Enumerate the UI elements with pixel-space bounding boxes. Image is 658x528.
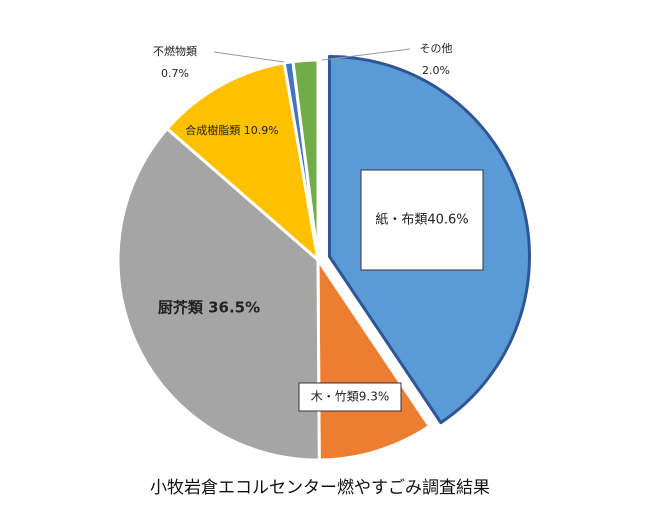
leader-line-6	[321, 48, 411, 61]
pie-slice-3	[116, 127, 321, 462]
slice-label-4: 合成樹脂類 10.9%	[185, 123, 278, 137]
slice-label-2: 木・竹類9.3%	[311, 390, 390, 404]
slice-label-3: 厨芥類 36.5%	[158, 299, 260, 317]
pie-slice-4	[165, 61, 320, 262]
label-box-2	[298, 382, 402, 412]
slice-label-name-6: その他	[420, 42, 453, 55]
leader-line-5	[213, 51, 285, 63]
label-box-1	[360, 169, 484, 271]
slice-label-value-5: 0.7%	[161, 67, 189, 80]
slice-label-value-6: 2.0%	[422, 64, 450, 77]
slice-label-name-5: 不燃物類	[153, 44, 197, 58]
chart-title: 小牧岩倉エコルセンター燃やすごみ調査結果	[150, 478, 490, 498]
slice-label-1: 紙・布類40.6%	[375, 213, 468, 228]
pie-slice-6	[291, 58, 320, 262]
